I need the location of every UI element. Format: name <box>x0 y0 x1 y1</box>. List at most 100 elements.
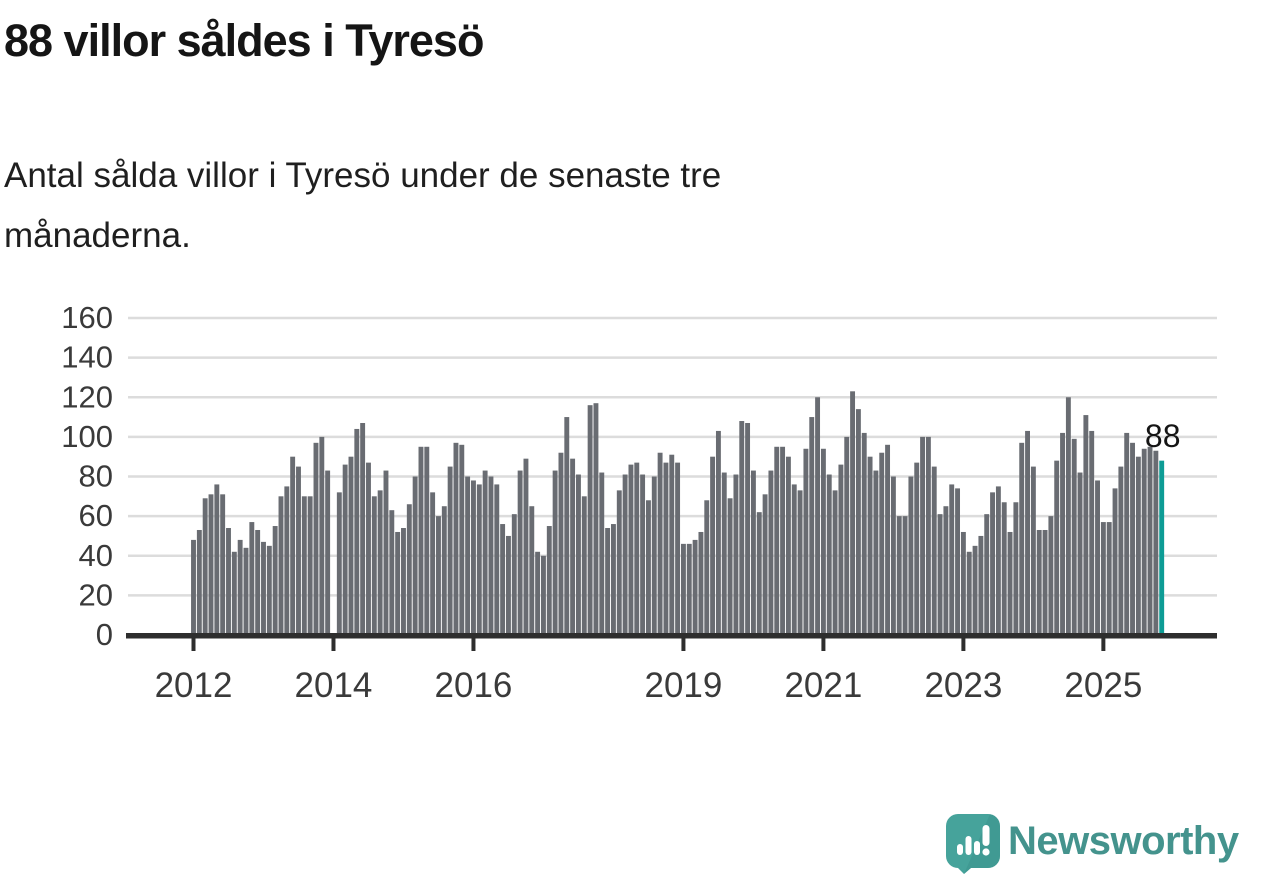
bar <box>616 490 622 635</box>
x-axis-tick <box>1101 638 1106 651</box>
bar <box>348 456 354 635</box>
bar <box>517 470 523 635</box>
bar <box>447 466 453 635</box>
bar <box>214 484 220 635</box>
bar <box>482 470 488 635</box>
bar <box>488 476 494 635</box>
bar <box>494 484 500 635</box>
bar <box>354 428 360 635</box>
bar <box>1106 522 1112 635</box>
bar <box>1100 522 1106 635</box>
bar <box>914 462 920 635</box>
bar <box>587 405 593 635</box>
bar <box>686 543 692 635</box>
bar <box>383 470 389 635</box>
bar <box>972 545 978 635</box>
bar <box>855 409 861 635</box>
bar <box>675 462 681 635</box>
bar <box>471 480 476 635</box>
bar <box>850 391 856 635</box>
bar <box>937 514 943 635</box>
bar <box>290 456 296 635</box>
bar <box>500 524 506 635</box>
bar <box>995 486 1001 635</box>
y-axis-label: 140 <box>61 340 113 375</box>
x-axis-label: 2023 <box>924 666 1002 705</box>
bar <box>412 476 418 635</box>
bar <box>570 458 576 635</box>
bar <box>506 535 511 635</box>
x-axis-tick <box>191 638 196 651</box>
bar <box>762 494 768 635</box>
y-axis-label: 120 <box>61 379 113 414</box>
bar <box>791 484 797 635</box>
bar <box>873 470 879 635</box>
bar <box>441 506 447 635</box>
bar <box>1013 502 1019 635</box>
bar <box>826 474 832 635</box>
subtitle-line-1: Antal sålda villor i Tyresö under de sen… <box>4 156 722 195</box>
bar <box>885 444 891 635</box>
bar <box>605 528 611 635</box>
bar <box>575 474 581 635</box>
bar <box>249 522 255 635</box>
bar <box>1089 430 1095 635</box>
y-axis-label: 80 <box>79 459 113 494</box>
bar <box>389 510 395 635</box>
bar <box>815 397 821 635</box>
bar <box>231 551 237 635</box>
bar <box>925 436 931 635</box>
bar <box>301 496 307 635</box>
bar <box>1071 438 1077 635</box>
y-axis-label: 60 <box>79 498 113 533</box>
bar <box>266 545 272 635</box>
bar <box>511 514 517 635</box>
bar <box>581 496 587 635</box>
bar <box>739 421 745 635</box>
bar <box>535 551 541 635</box>
bar <box>698 531 704 635</box>
bar <box>768 470 774 635</box>
bar <box>371 496 377 635</box>
bar <box>476 484 482 635</box>
bar <box>1019 442 1025 635</box>
gridline <box>128 396 1217 399</box>
newsworthy-brand: Newsworthy <box>944 812 1262 874</box>
bar <box>628 464 634 635</box>
bar <box>774 446 780 635</box>
bar <box>960 531 966 635</box>
bar <box>599 472 605 635</box>
x-axis-label: 2025 <box>1064 666 1142 705</box>
page-title: 88 villor såldes i Tyresö <box>4 15 484 66</box>
bar <box>366 462 371 635</box>
bar <box>558 452 564 635</box>
bar <box>1025 430 1030 635</box>
bar <box>1065 397 1071 635</box>
bar <box>284 486 290 635</box>
bar <box>529 506 535 635</box>
bar <box>640 474 646 635</box>
bar <box>715 430 721 635</box>
y-axis-label: 100 <box>61 419 113 454</box>
bar <box>220 494 226 635</box>
x-axis-tick <box>961 638 966 651</box>
bar <box>1007 531 1013 635</box>
bar <box>313 442 319 635</box>
bar <box>803 448 809 635</box>
bar <box>750 470 756 635</box>
bar <box>820 448 826 635</box>
bar <box>745 423 751 635</box>
bar <box>663 462 669 635</box>
bar <box>272 526 278 635</box>
bar <box>1054 460 1060 635</box>
bar <box>1112 488 1118 635</box>
x-axis-tick <box>681 638 686 651</box>
y-axis-label: 40 <box>79 538 113 573</box>
x-axis-label: 2014 <box>295 666 373 705</box>
bar <box>360 423 366 635</box>
bar <box>669 454 675 635</box>
page-subtitle: Antal sålda villor i Tyresö under de sen… <box>4 146 721 266</box>
